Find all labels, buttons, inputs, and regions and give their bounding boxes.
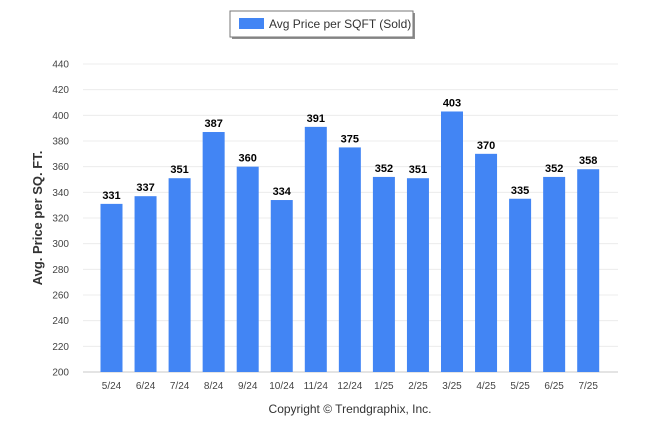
- x-tick-label: 1/25: [374, 381, 394, 392]
- x-tick-label: 10/24: [269, 381, 294, 392]
- x-tick-label: 6/24: [136, 381, 156, 392]
- y-tick-label: 200: [52, 368, 69, 379]
- bar-value-label: 387: [204, 118, 222, 130]
- y-axis-ticks: 200 220 240 260 280 300 320 340 360 380 400 420 440: [52, 60, 69, 379]
- y-tick-label: 300: [52, 239, 69, 250]
- bar: [372, 176, 395, 372]
- bar-value-label: 352: [545, 163, 563, 175]
- x-tick-label: 4/25: [476, 381, 496, 392]
- x-tick-label: 7/25: [578, 381, 598, 392]
- bar: [134, 196, 157, 372]
- x-tick-label: 7/24: [170, 381, 190, 392]
- bar: [168, 178, 191, 372]
- y-tick-label: 220: [52, 342, 69, 353]
- bar-value-label: 337: [136, 182, 154, 194]
- bar-value-label: 351: [409, 164, 427, 176]
- y-tick-label: 400: [52, 111, 69, 122]
- bar: [543, 176, 566, 372]
- y-axis-title: Avg. Price per SQ. FT.: [30, 151, 45, 286]
- y-tick-label: 240: [52, 316, 69, 327]
- bar: [475, 153, 498, 372]
- bar: [100, 203, 123, 372]
- x-axis-ticks: 5/24 6/24 7/24 8/24 9/24 10/24 11/24 12/24 1/25 2…: [102, 381, 599, 392]
- y-tick-label: 440: [52, 60, 69, 71]
- x-tick-label: 9/24: [238, 381, 258, 392]
- y-tick-label: 260: [52, 291, 69, 302]
- y-tick-label: 380: [52, 137, 69, 148]
- x-tick-label: 11/24: [304, 381, 329, 392]
- x-tick-label: 8/24: [204, 381, 224, 392]
- bar-value-labels: 331 337 351 387 360 334 391 375 352 351 403 370 335 3…: [102, 97, 597, 201]
- y-tick-label: 320: [52, 214, 69, 225]
- bar-value-label: 352: [375, 163, 393, 175]
- bar: [509, 198, 532, 372]
- bar-value-label: 403: [443, 97, 461, 109]
- y-tick-label: 360: [52, 162, 69, 173]
- chart-legend: Avg Price per SQFT (Sold): [229, 10, 415, 39]
- x-tick-label: 5/25: [510, 381, 530, 392]
- bar-value-label: 360: [239, 153, 257, 165]
- copyright-text: Copyright © Trendgraphix, Inc.: [269, 402, 432, 416]
- bar-value-label: 358: [579, 155, 597, 167]
- x-tick-label: 12/24: [337, 381, 362, 392]
- bar-value-label: 351: [170, 164, 188, 176]
- bar-value-label: 370: [477, 140, 495, 152]
- bar-value-label: 334: [273, 186, 292, 198]
- x-tick-label: 6/25: [544, 381, 564, 392]
- x-tick-label: 5/24: [102, 381, 122, 392]
- x-tick-label: 3/25: [442, 381, 462, 392]
- bars: [100, 111, 600, 372]
- bar: [304, 126, 327, 372]
- bar: [236, 166, 259, 372]
- bar: [406, 178, 429, 372]
- bar: [441, 111, 463, 372]
- y-tick-label: 280: [52, 265, 69, 276]
- bar-value-label: 331: [102, 190, 120, 202]
- bar: [270, 200, 293, 372]
- x-tick-label: 2/25: [408, 381, 428, 392]
- bar: [202, 132, 225, 372]
- legend-swatch: [239, 18, 264, 29]
- y-tick-label: 340: [52, 188, 69, 199]
- bar-value-label: 391: [307, 113, 325, 125]
- bar: [338, 147, 361, 372]
- bar: [577, 169, 600, 372]
- bar-value-label: 335: [511, 185, 529, 197]
- bar-value-label: 375: [341, 133, 359, 145]
- legend-label: Avg Price per SQFT (Sold): [269, 17, 411, 31]
- y-tick-label: 420: [52, 85, 69, 96]
